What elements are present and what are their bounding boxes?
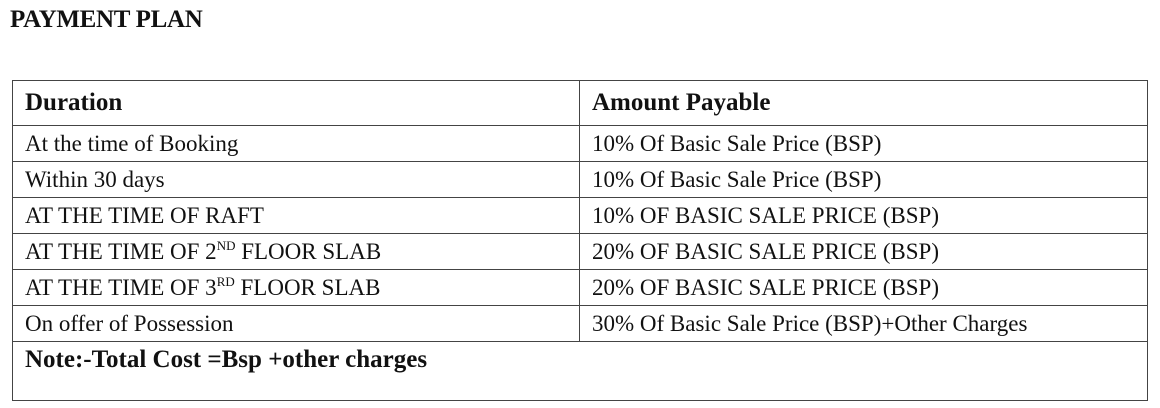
note-row: Note:-Total Cost =Bsp +other charges [12,341,1148,401]
duration-cell: Within 30 days [12,161,580,198]
duration-cell: AT THE TIME OF RAFT [12,197,580,234]
superscript: ND [216,238,236,253]
header-row: Duration Amount Payable [12,80,1148,126]
duration-text: On offer of Possession [25,310,234,336]
title: PAYMENT PLAN [10,6,203,33]
duration-text: Within 30 days [25,166,165,192]
duration-cell: AT THE TIME OF 2ND FLOOR SLAB [12,233,580,270]
note-cell: Note:-Total Cost =Bsp +other charges [12,341,1148,401]
table-row: Within 30 days 10% Of Basic Sale Price (B… [12,161,1148,198]
amount-cell: 10% OF BASIC SALE PRICE (BSP) [579,197,1148,234]
duration-text: AT THE TIME OF 3 [25,275,217,300]
amount-cell: 20% OF BASIC SALE PRICE (BSP) [579,233,1148,270]
duration-cell: At the time of Booking [12,125,580,162]
table-row: AT THE TIME OF RAFT 10% OF BASIC SALE PRI… [12,197,1148,234]
duration-text: AT THE TIME OF RAFT [25,202,264,228]
duration-text: FLOOR SLAB [234,275,381,300]
table-row: AT THE TIME OF 2ND FLOOR SLAB 20% OF BASI… [12,233,1148,270]
amount-cell: 20% OF BASIC SALE PRICE (BSP) [579,269,1148,306]
amount-cell: 10% Of Basic Sale Price (BSP) [579,161,1148,198]
column-header: Amount Payable [579,80,1148,126]
payment-table: Duration Amount Payable At the time of B… [12,80,1148,401]
table-row: AT THE TIME OF 3RD FLOOR SLAB 20% OF BASI… [12,269,1148,306]
amount-cell: 10% Of Basic Sale Price (BSP) [579,125,1148,162]
table-row: At the time of Booking 10% Of Basic Sale … [12,125,1148,162]
duration-text: FLOOR SLAB [235,239,382,264]
duration-text: At the time of Booking [25,130,239,156]
duration-cell: AT THE TIME OF 3RD FLOOR SLAB [12,269,580,306]
table-row: On offer of Possession 30% Of Basic Sale … [12,305,1148,342]
amount-cell: 30% Of Basic Sale Price (BSP)+Other Char… [579,305,1148,342]
duration-cell: On offer of Possession [12,305,580,342]
duration-text: AT THE TIME OF 2 [25,239,217,264]
column-header: Duration [12,80,580,126]
superscript: RD [216,274,235,289]
